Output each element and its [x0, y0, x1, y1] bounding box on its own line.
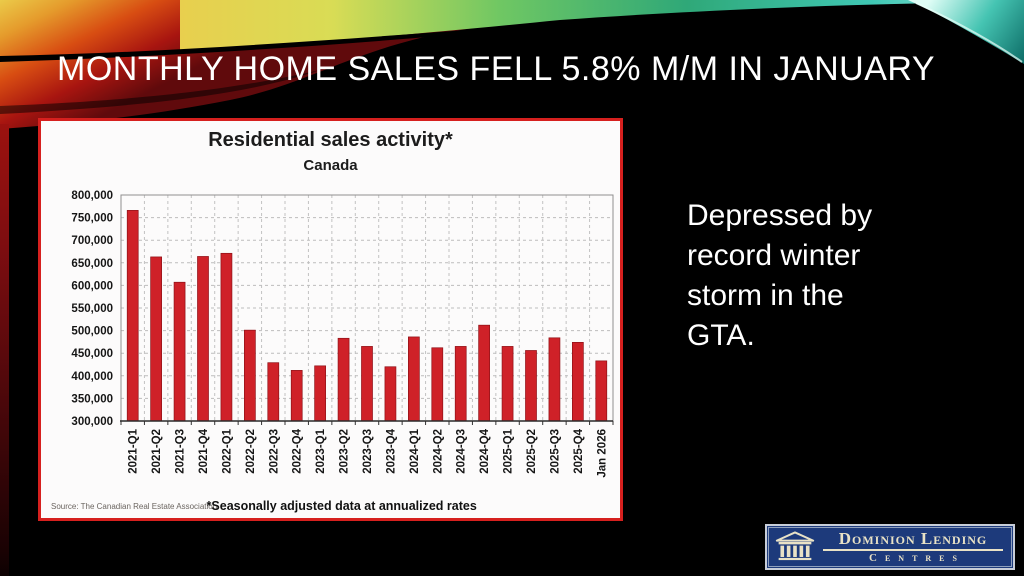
- svg-text:2023-Q2: 2023-Q2: [339, 429, 351, 474]
- svg-text:500,000: 500,000: [71, 326, 113, 338]
- svg-text:800,000: 800,000: [71, 190, 113, 202]
- svg-text:2022-Q2: 2022-Q2: [245, 429, 257, 474]
- svg-text:2025-Q4: 2025-Q4: [573, 428, 585, 473]
- chart-footer: Source: The Canadian Real Estate Associa…: [51, 498, 610, 513]
- logo-line1: Dominion Lending: [823, 530, 1003, 551]
- chart-subtitle: Canada: [303, 157, 358, 174]
- decorative-ribbon: [0, 0, 1024, 129]
- svg-text:2022-Q3: 2022-Q3: [268, 429, 280, 474]
- chart-card: Residential sales activity* Canada 300,0…: [38, 118, 623, 521]
- svg-text:700,000: 700,000: [71, 235, 113, 247]
- left-accent-strip: [0, 124, 9, 576]
- svg-text:2021-Q4: 2021-Q4: [198, 428, 210, 473]
- svg-text:2021-Q3: 2021-Q3: [175, 429, 187, 474]
- svg-text:2023-Q1: 2023-Q1: [315, 428, 327, 473]
- logo-text: Dominion Lending Centres: [823, 530, 1003, 564]
- chart-footnote: *Seasonally adjusted data at annualized …: [206, 499, 477, 513]
- svg-text:2021-Q1: 2021-Q1: [128, 428, 140, 473]
- chart-canvas: 300,000 350,000 400,000 450,000 500,000 550,0…: [71, 190, 614, 478]
- svg-text:400,000: 400,000: [71, 371, 113, 383]
- svg-text:2025-Q1: 2025-Q1: [503, 428, 515, 473]
- svg-text:2025-Q3: 2025-Q3: [549, 429, 561, 474]
- chart-title: Residential sales activity*: [208, 129, 453, 151]
- svg-text:2023-Q3: 2023-Q3: [362, 429, 374, 474]
- svg-text:300,000: 300,000: [71, 416, 113, 428]
- svg-text:2022-Q1: 2022-Q1: [221, 428, 233, 473]
- slide-title: MONTHLY HOME SALES FELL 5.8% M/M IN JANU…: [57, 50, 936, 88]
- svg-text:Jan 2026: Jan 2026: [596, 429, 608, 478]
- svg-text:2022-Q4: 2022-Q4: [292, 428, 304, 473]
- svg-text:550,000: 550,000: [71, 303, 113, 315]
- svg-text:350,000: 350,000: [71, 393, 113, 405]
- svg-text:2024-Q2: 2024-Q2: [432, 429, 444, 474]
- svg-text:750,000: 750,000: [71, 213, 113, 225]
- logo-line2: Centres: [869, 552, 965, 564]
- svg-text:450,000: 450,000: [71, 348, 113, 360]
- svg-text:2024-Q4: 2024-Q4: [479, 428, 491, 473]
- svg-text:600,000: 600,000: [71, 280, 113, 292]
- svg-text:2023-Q4: 2023-Q4: [385, 428, 397, 473]
- svg-text:2021-Q2: 2021-Q2: [151, 429, 163, 474]
- svg-text:650,000: 650,000: [71, 258, 113, 270]
- chart-source: Source: The Canadian Real Estate Associa…: [51, 502, 218, 511]
- side-note: Depressed by record winter storm in the …: [687, 199, 873, 352]
- svg-text:2025-Q2: 2025-Q2: [526, 429, 538, 474]
- dominion-lending-logo: Dominion Lending Centres: [765, 524, 1015, 570]
- svg-text:2024-Q3: 2024-Q3: [456, 429, 468, 474]
- svg-text:2024-Q1: 2024-Q1: [409, 428, 421, 473]
- bank-building-icon: [775, 531, 815, 561]
